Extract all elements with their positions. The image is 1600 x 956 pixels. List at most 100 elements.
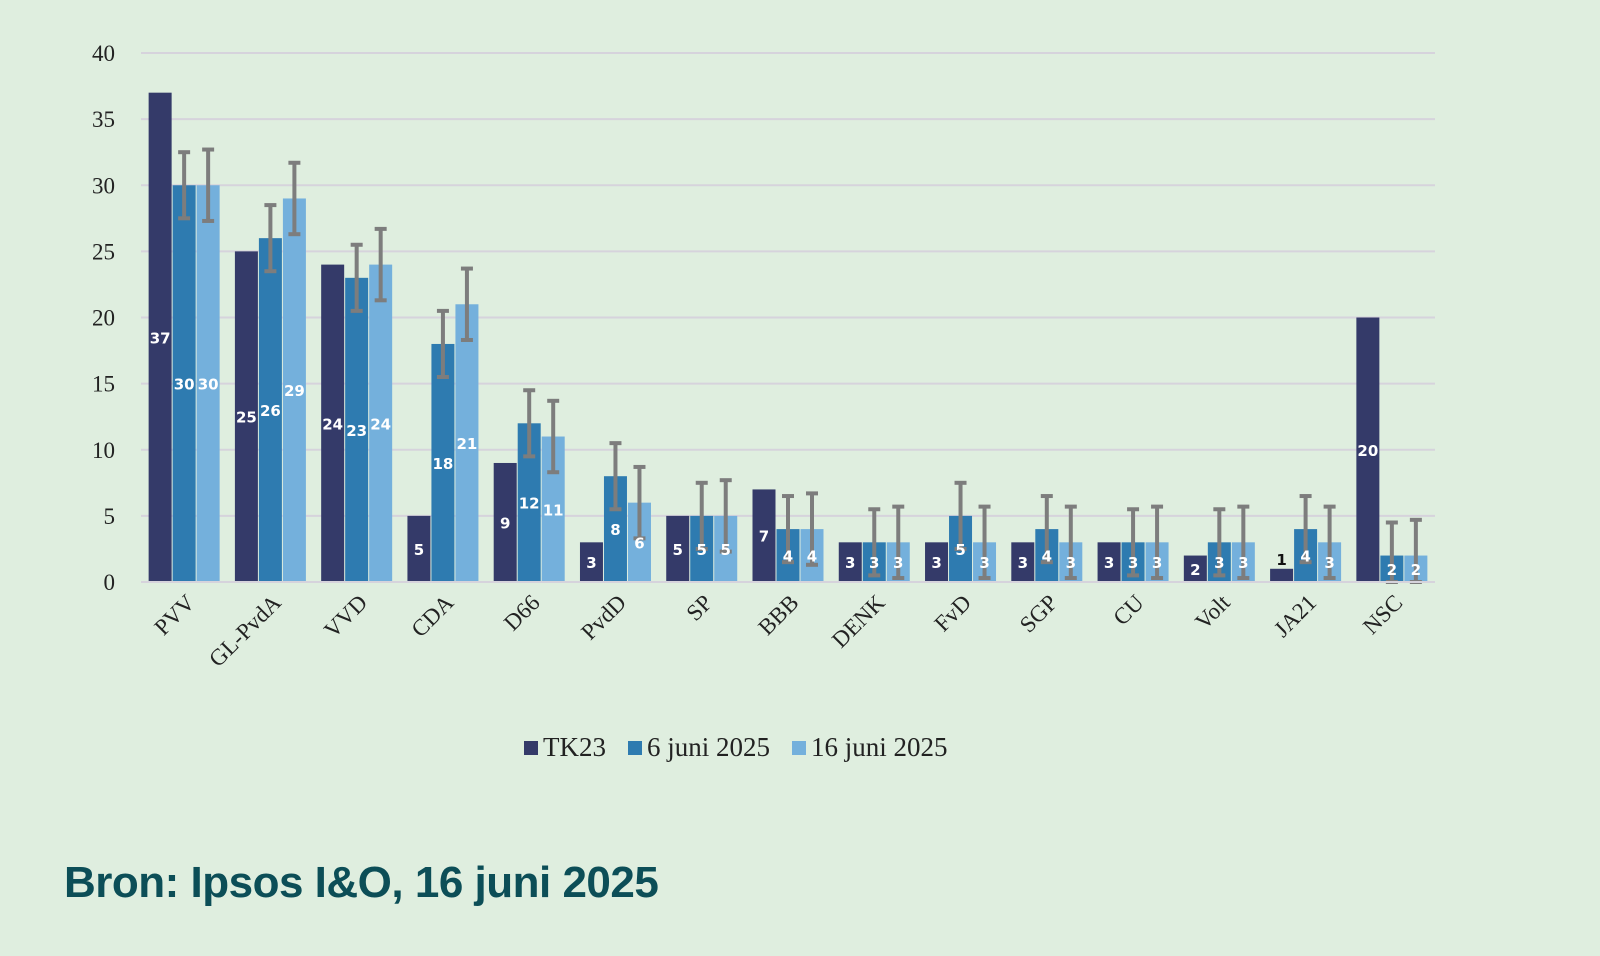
data-label: 5 xyxy=(697,541,707,559)
x-tick-label: CU xyxy=(1108,590,1149,631)
data-label: 4 xyxy=(807,548,817,566)
data-label: 4 xyxy=(1300,548,1310,566)
data-label: 3 xyxy=(1018,554,1028,572)
data-label: 30 xyxy=(174,376,195,394)
legend-label: 6 juni 2025 xyxy=(647,732,771,762)
data-label: 4 xyxy=(783,548,793,566)
data-label: 23 xyxy=(346,422,367,440)
data-label: 7 xyxy=(759,528,769,546)
bar xyxy=(1183,555,1207,582)
bar xyxy=(407,515,431,582)
bar xyxy=(321,264,345,582)
data-label: 30 xyxy=(198,376,219,394)
bar xyxy=(431,343,455,582)
source-caption: Bron: Ipsos I&O, 16 juni 2025 xyxy=(64,858,659,907)
data-label: 25 xyxy=(236,409,257,427)
data-label: 24 xyxy=(322,415,343,433)
legend-swatch xyxy=(792,740,807,755)
bar xyxy=(603,476,627,582)
bar xyxy=(1270,568,1294,582)
legend-item-6-juni: 6 juni 2025 xyxy=(628,732,770,763)
y-tick-label: 35 xyxy=(92,107,115,132)
x-tick-label: PvdD xyxy=(576,590,631,645)
data-label: 3 xyxy=(1324,554,1334,572)
x-tick-label: Volt xyxy=(1190,589,1235,634)
bar xyxy=(455,304,479,582)
data-label: 3 xyxy=(1238,554,1248,572)
data-label: 1 xyxy=(1276,551,1286,569)
data-label: 29 xyxy=(284,382,305,400)
y-tick-label: 40 xyxy=(92,41,115,66)
bar xyxy=(1356,317,1380,582)
y-tick-label: 20 xyxy=(92,306,115,331)
x-tick-label: DENK xyxy=(827,590,890,653)
data-label: 2 xyxy=(1387,561,1397,579)
bar xyxy=(282,198,306,582)
x-tick-label: VVD xyxy=(319,590,372,643)
data-label: 3 xyxy=(893,554,903,572)
bar xyxy=(1011,542,1035,582)
data-label: 3 xyxy=(586,554,596,572)
bar xyxy=(579,542,603,582)
y-tick-label: 30 xyxy=(92,173,115,198)
data-label: 5 xyxy=(414,541,424,559)
x-tick-label: FvD xyxy=(929,590,976,637)
data-label: 3 xyxy=(1104,554,1114,572)
x-tick-label: SGP xyxy=(1015,590,1063,638)
data-label: 3 xyxy=(1066,554,1076,572)
data-label: 3 xyxy=(1152,554,1162,572)
data-label: 3 xyxy=(1214,554,1224,572)
data-label: 3 xyxy=(931,554,941,572)
bar xyxy=(1097,542,1121,582)
data-label: 3 xyxy=(869,554,879,572)
data-label: 12 xyxy=(519,495,540,513)
data-label: 2 xyxy=(1411,561,1421,579)
data-label: 3 xyxy=(1128,554,1138,572)
y-tick-label: 0 xyxy=(104,570,116,595)
y-tick-label: 5 xyxy=(104,504,116,529)
data-label: 4 xyxy=(1042,548,1052,566)
bar xyxy=(493,462,517,582)
data-label: 18 xyxy=(432,455,453,473)
legend-swatch xyxy=(628,740,642,755)
bar xyxy=(369,264,393,582)
data-label: 2 xyxy=(1190,561,1200,579)
bar xyxy=(838,542,862,582)
bar xyxy=(627,502,651,582)
y-tick-label: 25 xyxy=(92,239,115,264)
data-label: 5 xyxy=(721,541,731,559)
data-label: 24 xyxy=(370,415,391,433)
x-tick-label: GL-PvdA xyxy=(204,590,286,672)
legend-label: 16 juni 2025 xyxy=(811,732,948,762)
data-label: 21 xyxy=(456,435,477,453)
legend-swatch xyxy=(524,740,538,755)
data-label: 5 xyxy=(673,541,683,559)
bar xyxy=(172,185,196,582)
x-tick-label: D66 xyxy=(499,590,545,636)
x-tick-label: CDA xyxy=(406,590,458,642)
x-tick-label: SP xyxy=(681,590,717,626)
legend-label: TK23 xyxy=(543,732,606,762)
data-label: 5 xyxy=(955,541,965,559)
bar xyxy=(258,238,282,582)
bar xyxy=(752,489,776,582)
bar xyxy=(666,515,690,582)
bar xyxy=(517,423,541,582)
x-tick-label: BBB xyxy=(753,590,803,640)
legend-item-tk23: TK23 xyxy=(524,732,606,763)
data-label: 8 xyxy=(610,521,620,539)
x-tick-label: JA21 xyxy=(1269,590,1321,642)
data-label: 9 xyxy=(500,514,510,532)
data-label: 37 xyxy=(150,329,171,347)
bar xyxy=(234,251,258,582)
legend-item-16-juni: 16 juni 2025 xyxy=(792,732,948,763)
x-tick-label: PVV xyxy=(149,590,199,640)
bar xyxy=(345,277,369,582)
data-label: 11 xyxy=(543,501,564,519)
data-label: 26 xyxy=(260,402,281,420)
bar xyxy=(148,92,172,583)
legend: TK23 6 juni 2025 16 juni 2025 xyxy=(524,732,948,763)
data-label: 6 xyxy=(634,534,644,552)
y-tick-label: 15 xyxy=(92,372,115,397)
data-label: 3 xyxy=(979,554,989,572)
